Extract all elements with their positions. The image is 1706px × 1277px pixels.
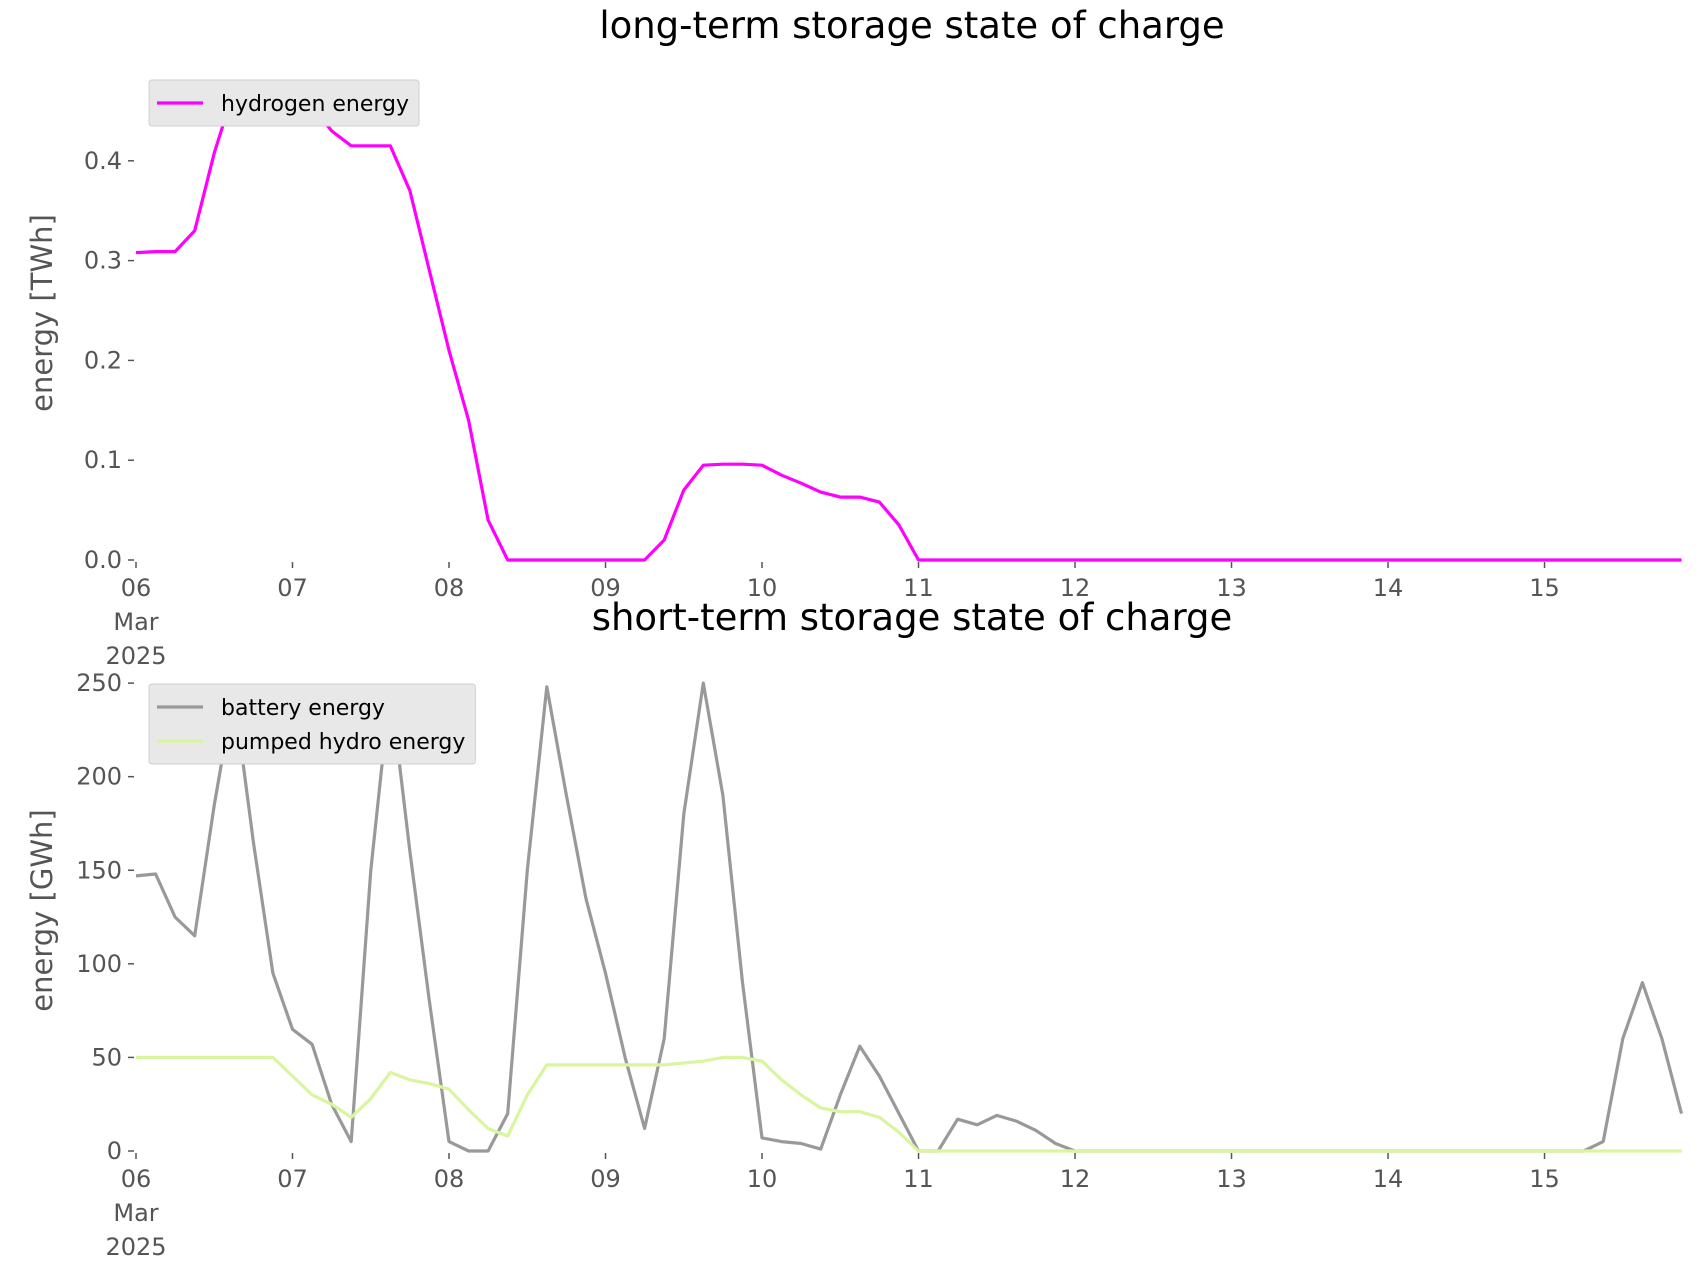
legend-label: hydrogen energy xyxy=(221,92,409,117)
legend-label: battery energy xyxy=(221,696,385,721)
x-tick-label: 08 xyxy=(434,1165,465,1193)
y-tick-label: 250 xyxy=(76,669,122,697)
legend: battery energy pumped hydro energy xyxy=(148,683,476,765)
x-tick-label: 06 Mar 2025 xyxy=(105,1165,166,1261)
x-tick-label: 06 Mar 2025 xyxy=(105,574,166,670)
y-tick-label: 0.4 xyxy=(84,147,122,175)
y-tick-label: 0.0 xyxy=(84,546,122,574)
legend-box xyxy=(148,683,476,765)
y-tick-label: 200 xyxy=(76,763,122,791)
legend: hydrogen energy xyxy=(148,79,420,127)
x-tick-label: 07 xyxy=(277,1165,308,1193)
y-tick-label: 0 xyxy=(107,1137,122,1165)
x-tick-label: 11 xyxy=(903,1165,934,1193)
x-tick-label: 13 xyxy=(1216,574,1247,602)
series-line xyxy=(136,1055,1682,1153)
x-tick-label: 07 xyxy=(277,574,308,602)
x-tick-label: 14 xyxy=(1373,1165,1404,1193)
legend-label: pumped hydro energy xyxy=(221,730,465,755)
x-tick-label: 12 xyxy=(1060,574,1091,602)
x-tick-label: 10 xyxy=(747,1165,778,1193)
series-line xyxy=(135,87,1682,562)
y-tick-label: 150 xyxy=(76,856,122,884)
x-tick-label: 15 xyxy=(1529,574,1560,602)
chart-title: long-term storage state of charge xyxy=(599,4,1224,47)
y-tick-label: 0.3 xyxy=(84,247,122,275)
x-tick-label: 13 xyxy=(1216,1165,1247,1193)
y-tick-label: 50 xyxy=(91,1043,122,1071)
y-axis-label: energy [TWh] xyxy=(25,214,59,412)
x-tick-label: 14 xyxy=(1373,574,1404,602)
y-tick-label: 100 xyxy=(76,950,122,978)
legend-box xyxy=(148,79,420,127)
x-tick-label: 11 xyxy=(903,574,934,602)
y-axis-label: energy [GWh] xyxy=(25,809,59,1011)
x-tick-label: 10 xyxy=(747,574,778,602)
x-tick-label: 12 xyxy=(1060,1165,1091,1193)
x-tick-label: 15 xyxy=(1529,1165,1560,1193)
y-tick-label: 0.2 xyxy=(84,346,122,374)
x-tick-label: 09 xyxy=(590,1165,621,1193)
y-tick-label: 0.1 xyxy=(84,446,122,474)
x-tick-label: 09 xyxy=(590,574,621,602)
chart-title: short-term storage state of charge xyxy=(592,596,1233,639)
x-tick-label: 08 xyxy=(434,574,465,602)
